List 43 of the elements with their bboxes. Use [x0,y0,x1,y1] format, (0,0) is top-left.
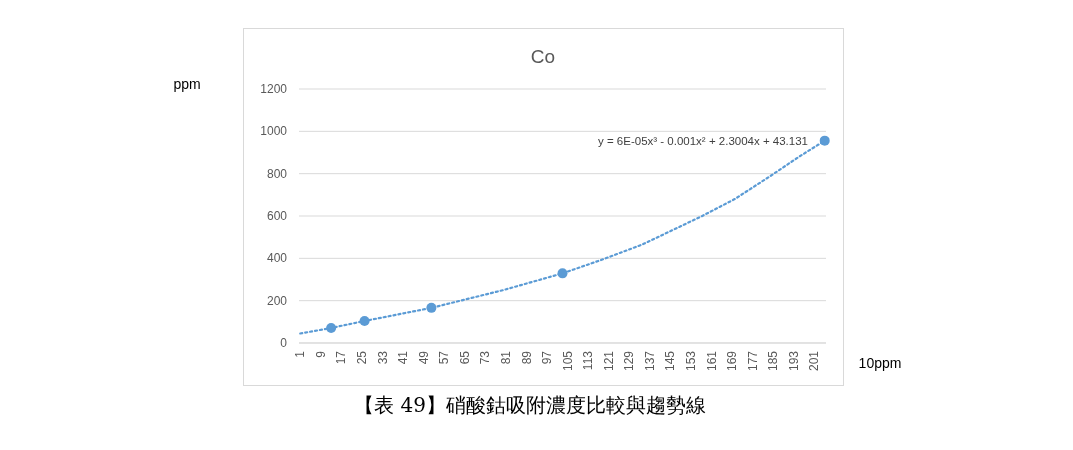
x-axis-title: 10ppm [858,355,902,371]
x-tick-label: 129 [622,350,637,372]
x-tick-label: 57 [437,350,452,365]
x-tick-label: 161 [704,350,719,372]
y-tick-label: 400 [266,251,288,266]
x-tick-label: 121 [601,350,616,372]
x-tick-label: 17 [334,350,349,365]
x-tick-label: 105 [560,350,575,372]
x-tick-label: 1 [293,350,308,358]
x-tick-label: 33 [375,350,390,365]
x-tick-label: 201 [807,350,822,372]
x-tick-label: 169 [725,350,740,372]
x-tick-label: 137 [642,350,657,372]
x-tick-label: 145 [663,350,678,372]
x-tick-label: 153 [684,350,699,372]
text: 【表 49】硝酸鈷吸附濃度比較與趨勢線 [354,393,706,417]
y-tick-label: 800 [266,166,288,181]
x-tick-label: 81 [498,350,513,365]
x-tick-label: 177 [745,350,760,372]
y-axis-title: ppm [173,76,201,92]
x-tick-label: 97 [540,350,555,365]
annotation: y = 6E-05x³ - 0.001x² + 2.3004x + 43.131 [597,135,808,147]
x-tick-label: 41 [396,350,411,365]
y-tick-label: 200 [266,293,288,308]
y-tick-label: 1200 [260,82,288,96]
point [359,315,370,326]
point [557,268,568,279]
x-tick-label: 25 [354,350,369,365]
y-tick-label: 1000 [260,124,288,139]
chart-title: Co [530,46,556,67]
point [326,322,337,333]
y-tick-label: 600 [266,209,288,223]
x-tick-label: 89 [519,350,534,365]
point [819,135,830,146]
x-tick-label: 113 [581,350,596,371]
x-tick-label: 9 [313,350,328,358]
x-tick-label: 65 [457,350,472,365]
x-tick-label: 49 [416,350,431,365]
x-tick-label: 73 [478,350,493,365]
x-tick-label: 193 [786,350,801,372]
y-tick-label: 0 [280,336,288,350]
point [426,302,437,313]
x-tick-label: 185 [766,350,781,372]
